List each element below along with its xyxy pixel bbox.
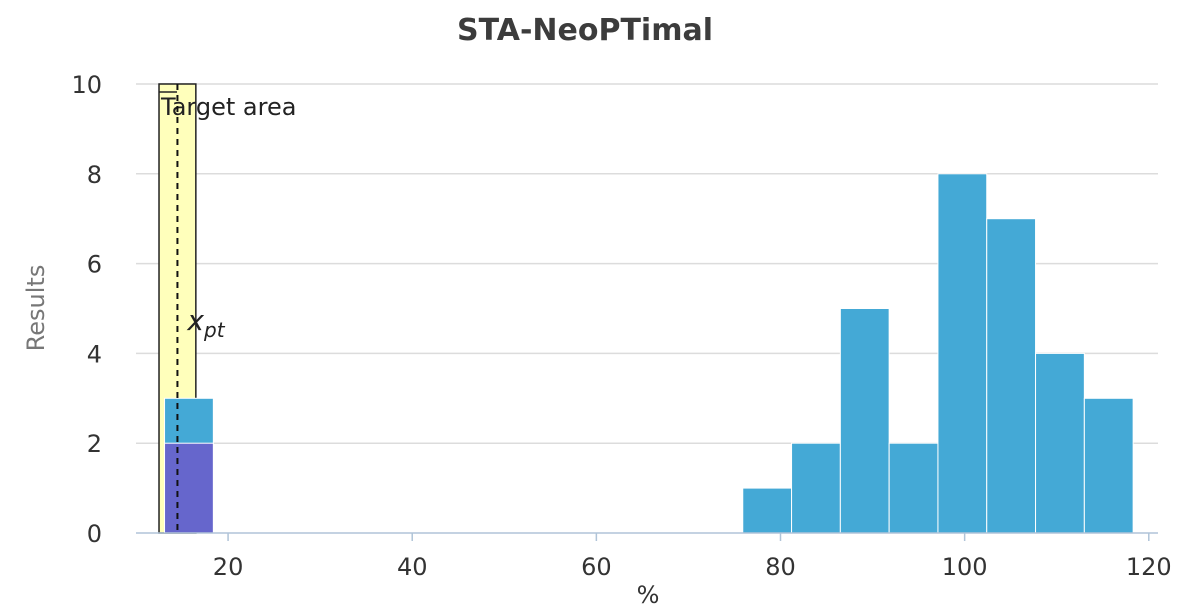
x-axis-label: % <box>637 581 660 609</box>
x-tick-label: 100 <box>942 553 988 581</box>
x-tick-label: 120 <box>1126 553 1172 581</box>
x-pt-label: xpt <box>186 304 225 342</box>
histogram-bar <box>1083 397 1134 534</box>
x-pt-marker: xpt <box>176 84 226 533</box>
y-tick-label: 4 <box>87 340 102 368</box>
x-tick-labels: 20 40 60 80 100 120 <box>213 553 1172 581</box>
axes <box>136 532 1158 541</box>
y-tick-label: 2 <box>87 430 102 458</box>
x-tick-label: 40 <box>397 553 428 581</box>
histogram-bar <box>937 173 988 534</box>
x-tick-label: 80 <box>765 553 796 581</box>
y-tick-label: 6 <box>87 251 102 279</box>
y-tick-label: 0 <box>87 520 102 548</box>
histogram-bar <box>986 218 1037 534</box>
y-axis-label: Results <box>22 265 50 352</box>
chart-title: STA-NeoPTimal <box>457 13 713 48</box>
y-tick-label: 10 <box>71 71 102 99</box>
x-tick-label: 60 <box>581 553 612 581</box>
y-tick-labels: 0 2 4 6 8 10 <box>71 71 102 548</box>
histogram-bar <box>888 442 939 534</box>
histogram-bar <box>742 487 793 534</box>
histogram-bar <box>839 308 890 534</box>
histogram-bar <box>791 442 841 534</box>
y-tick-label: 8 <box>87 161 102 189</box>
histogram-bar <box>164 442 214 534</box>
histogram-bar <box>1035 352 1085 534</box>
x-tick-label: 20 <box>213 553 244 581</box>
target-area-label: Target area <box>160 93 296 121</box>
histogram-bars <box>164 173 1134 534</box>
